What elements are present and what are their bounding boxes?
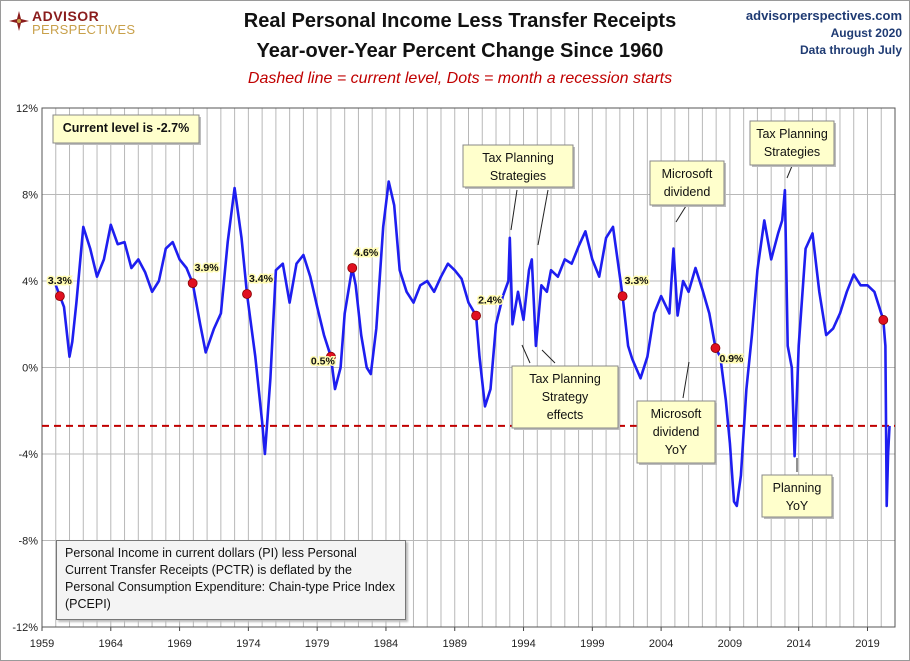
logo: ADVISOR PERSPECTIVES [9,8,136,37]
x-tick-label: 1979 [305,638,329,650]
recession-start-dot [54,291,65,302]
chart-title: Real Personal Income Less Transfer Recei… [243,10,677,32]
series-line [54,180,891,508]
methodology-note: Personal Income in current dollars (PI) … [56,540,406,620]
x-tick-label: 1959 [30,638,54,650]
annotation-leader [675,205,687,223]
source-date: August 2020 [830,26,902,40]
callout-text: Current level is -2.7% [63,121,189,135]
plot-border [41,107,896,628]
annotation-callouts: Current level is -2.7% Tax Planning Strate… [52,114,836,519]
y-tick-label: -12% [12,622,38,634]
tax-planning-2013-callout: Tax Planning Strategies [749,120,836,167]
x-tick-label: 2019 [855,638,879,650]
y-tick-label: 8% [22,190,38,202]
y-tick-label: 4% [22,276,38,288]
callout-text: effects [547,408,584,422]
recession-start-dot [471,310,481,321]
annotation-leader [510,189,518,231]
callout-text: Tax Planning [482,151,554,165]
callout-text: dividend [653,425,700,439]
dot-value-label: 0.5% [311,356,336,368]
dot-value-label: 3.9% [195,262,220,274]
callout-text: YoY [786,499,809,513]
callout-box [649,160,725,206]
source-site: advisorperspectives.com [745,8,902,23]
x-tick-label: 1999 [580,638,604,650]
dot-value-label: 4.6% [354,247,379,259]
axes: -12% -8% -4% 0% 4% 8% 12% 1959 1964 1969 1974 1979 1… [12,103,896,650]
dot-value-label: 0.9% [719,353,744,365]
callout-text: Microsoft [662,167,713,181]
dot-value-label: 3.4% [249,273,274,285]
callout-text: Tax Planning [529,372,601,386]
recession-start-dots: 3.3% 3.9% 3.4% 0.5% 4.6% 2.4% 3.3% 0.9% [46,246,889,369]
dot-value-label: 2.4% [478,295,503,307]
callout-box [511,365,619,429]
annotation-leader [786,165,793,179]
callout-text: dividend [664,185,711,199]
annotation-leader [537,189,549,246]
recession-start-dot [347,263,358,273]
callout-text: Microsoft [651,407,702,421]
callout-box [761,474,833,518]
recession-start-dot [710,343,721,353]
callout-box [636,400,716,464]
x-tick-label: 1984 [374,638,398,650]
dot-value-label: 3.3% [625,275,650,287]
recession-start-dot [617,291,628,302]
y-tick-label: 12% [16,103,38,115]
annotation-leader [541,349,556,364]
annotation-leaders [510,165,798,472]
callout-text: YoY [665,443,688,457]
source-data-through: Data through July [799,43,902,57]
callout-text: Tax Planning [756,127,828,141]
chart-title-line2: Year-over-Year Percent Change Since 1960 [256,40,664,62]
callout-box [462,144,574,188]
x-tick-label: 1994 [511,638,535,650]
callout-text: Strategies [764,145,820,159]
tax-effects-callout: Tax Planning Strategy effects [511,365,620,430]
dot-value-label: 3.3% [48,275,73,287]
tax-planning-callout: Tax Planning Strategies [462,144,575,189]
callout-text: Strategies [490,169,546,183]
y-tick-label: -8% [18,536,38,548]
x-tick-label: 1974 [236,638,260,650]
compass-star-icon [9,11,29,31]
annotation-leader [682,361,690,399]
microsoft-dividend-callout: Microsoft dividend [649,160,726,207]
callout-box [52,114,200,144]
recession-start-dot [187,278,198,289]
planning-yoy-callout: Planning YoY [761,474,834,519]
callout-text: Strategy [542,390,589,404]
recession-start-dot [878,315,889,325]
chart-subtitle: Dashed line = current level, Dots = mont… [247,70,673,87]
recession-start-dot [326,351,336,362]
x-tick-label: 1964 [99,638,123,650]
logo-line2: PERSPECTIVES [32,22,136,37]
logo-line1: ADVISOR [32,8,100,24]
x-tick-label: 2009 [718,638,742,650]
x-tick-label: 2014 [786,638,810,650]
x-tick-label: 1989 [442,638,466,650]
y-tick-label: 0% [22,363,38,375]
microsoft-yoy-callout: Microsoft dividend YoY [636,400,717,465]
x-tick-label: 2004 [649,638,673,650]
current-level-callout: Current level is -2.7% [52,114,201,145]
recession-start-dot [242,289,252,299]
callout-text: Planning [773,481,822,495]
x-tick-label: 1969 [167,638,191,650]
callout-box [749,120,835,166]
annotation-leader [521,344,531,364]
y-tick-label: -4% [18,449,38,461]
